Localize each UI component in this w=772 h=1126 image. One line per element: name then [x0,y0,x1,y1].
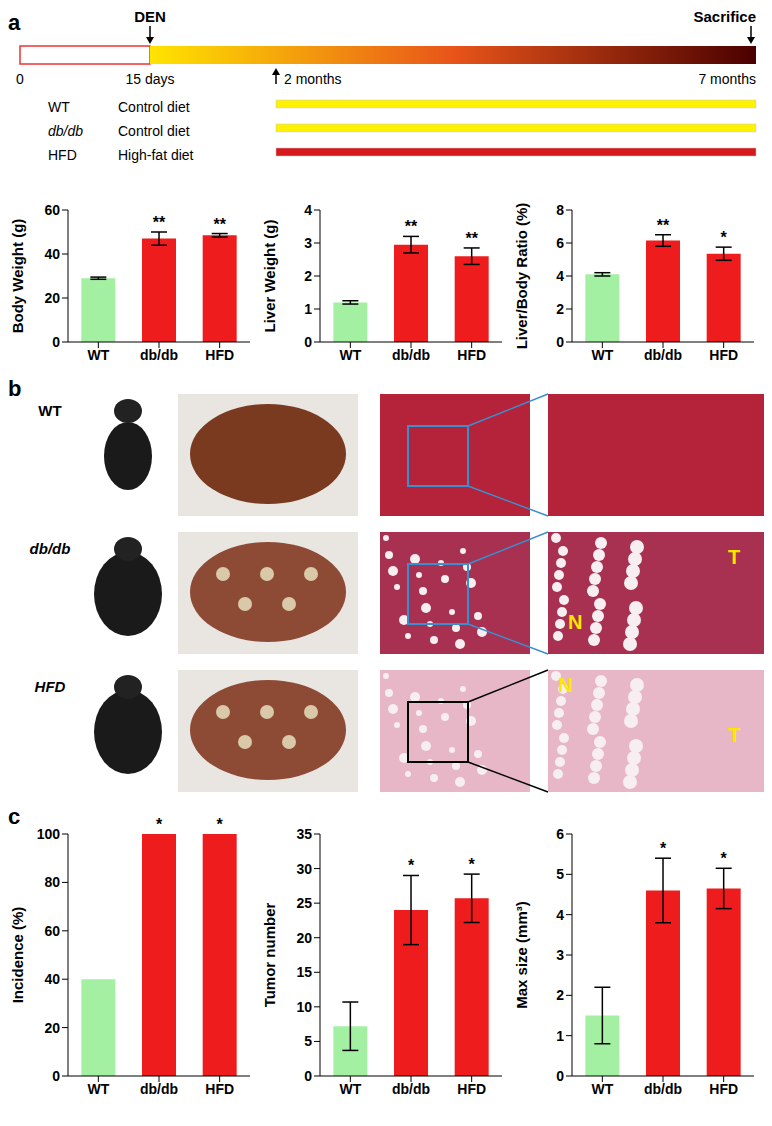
svg-text:HFD: HFD [205,1081,234,1097]
svg-text:WT: WT [48,99,70,115]
svg-text:*: * [217,816,224,833]
svg-text:HFD: HFD [35,678,66,695]
svg-text:20: 20 [44,1020,60,1036]
svg-text:HFD: HFD [457,1081,486,1097]
svg-text:10: 10 [296,999,312,1015]
svg-text:Liver Weight (g): Liver Weight (g) [261,219,278,332]
svg-text:High-fat diet: High-fat diet [118,147,194,163]
svg-text:30: 30 [296,861,312,877]
svg-text:HFD: HFD [457,347,486,363]
svg-text:7 months: 7 months [698,71,756,87]
svg-text:db/db: db/db [48,123,83,139]
svg-text:2: 2 [556,987,564,1003]
svg-text:Sacrifice: Sacrifice [693,8,756,25]
svg-text:WT: WT [87,347,109,363]
svg-text:DEN: DEN [134,8,166,25]
svg-text:5: 5 [304,1033,312,1049]
svg-text:0: 0 [556,1068,564,1084]
svg-text:1: 1 [304,301,312,317]
svg-text:4: 4 [556,268,564,284]
svg-text:a: a [8,10,21,35]
svg-text:Control diet: Control diet [118,99,190,115]
svg-text:HFD: HFD [709,347,738,363]
svg-text:40: 40 [44,246,60,262]
svg-text:35: 35 [296,826,312,842]
svg-text:N: N [568,611,582,633]
svg-text:db/db: db/db [30,540,71,557]
svg-text:80: 80 [44,874,60,890]
svg-text:*: * [408,857,415,874]
svg-text:2: 2 [304,268,312,284]
svg-text:Body Weight (g): Body Weight (g) [9,219,26,334]
svg-text:T: T [728,546,740,568]
svg-text:db/db: db/db [644,1081,682,1097]
svg-text:0: 0 [52,334,60,350]
svg-text:60: 60 [44,923,60,939]
svg-text:6: 6 [556,826,564,842]
svg-text:3: 3 [304,235,312,251]
svg-text:db/db: db/db [140,347,178,363]
svg-text:Max size (mm³): Max size (mm³) [513,901,530,1009]
svg-text:db/db: db/db [644,347,682,363]
svg-text:**: ** [153,214,166,231]
svg-text:20: 20 [44,290,60,306]
svg-text:db/db: db/db [392,1081,430,1097]
svg-text:N: N [558,674,572,696]
svg-text:60: 60 [44,202,60,218]
svg-text:db/db: db/db [140,1081,178,1097]
svg-text:WT: WT [339,347,361,363]
svg-text:0: 0 [556,334,564,350]
svg-text:b: b [8,376,21,401]
svg-text:HFD: HFD [205,347,234,363]
svg-text:*: * [721,229,728,246]
svg-text:*: * [469,856,476,873]
svg-text:*: * [156,816,163,833]
svg-text:**: ** [213,216,226,233]
svg-text:WT: WT [87,1081,109,1097]
svg-text:Liver/Body Ratio (%): Liver/Body Ratio (%) [513,203,530,350]
svg-text:HFD: HFD [48,147,77,163]
svg-text:HFD: HFD [709,1081,738,1097]
svg-text:db/db: db/db [392,347,430,363]
svg-text:WT: WT [38,402,61,419]
svg-text:15 days: 15 days [125,71,174,87]
svg-text:**: ** [465,230,478,247]
svg-text:**: ** [405,218,418,235]
svg-text:3: 3 [556,947,564,963]
svg-text:0: 0 [304,1068,312,1084]
svg-text:25: 25 [296,895,312,911]
svg-text:100: 100 [37,826,61,842]
svg-text:2: 2 [556,301,564,317]
svg-text:5: 5 [556,866,564,882]
svg-text:0: 0 [52,1068,60,1084]
svg-text:*: * [721,850,728,867]
svg-text:Control diet: Control diet [118,123,190,139]
svg-text:2 months: 2 months [284,71,342,87]
svg-text:Incidence (%): Incidence (%) [9,907,26,1004]
html-text:c: c [8,804,21,829]
svg-text:15: 15 [296,964,312,980]
svg-text:40: 40 [44,971,60,987]
svg-text:20: 20 [296,930,312,946]
svg-text:Tumor number: Tumor number [261,902,278,1007]
svg-text:WT: WT [339,1081,361,1097]
svg-text:6: 6 [556,235,564,251]
svg-text:1: 1 [556,1028,564,1044]
svg-text:4: 4 [556,907,564,923]
svg-text:WT: WT [591,347,613,363]
svg-text:T: T [728,724,740,746]
svg-text:*: * [660,840,667,857]
svg-text:4: 4 [304,202,312,218]
svg-text:0: 0 [16,71,24,87]
svg-text:0: 0 [304,334,312,350]
svg-text:WT: WT [591,1081,613,1097]
svg-text:8: 8 [556,202,564,218]
svg-text:**: ** [657,217,670,234]
